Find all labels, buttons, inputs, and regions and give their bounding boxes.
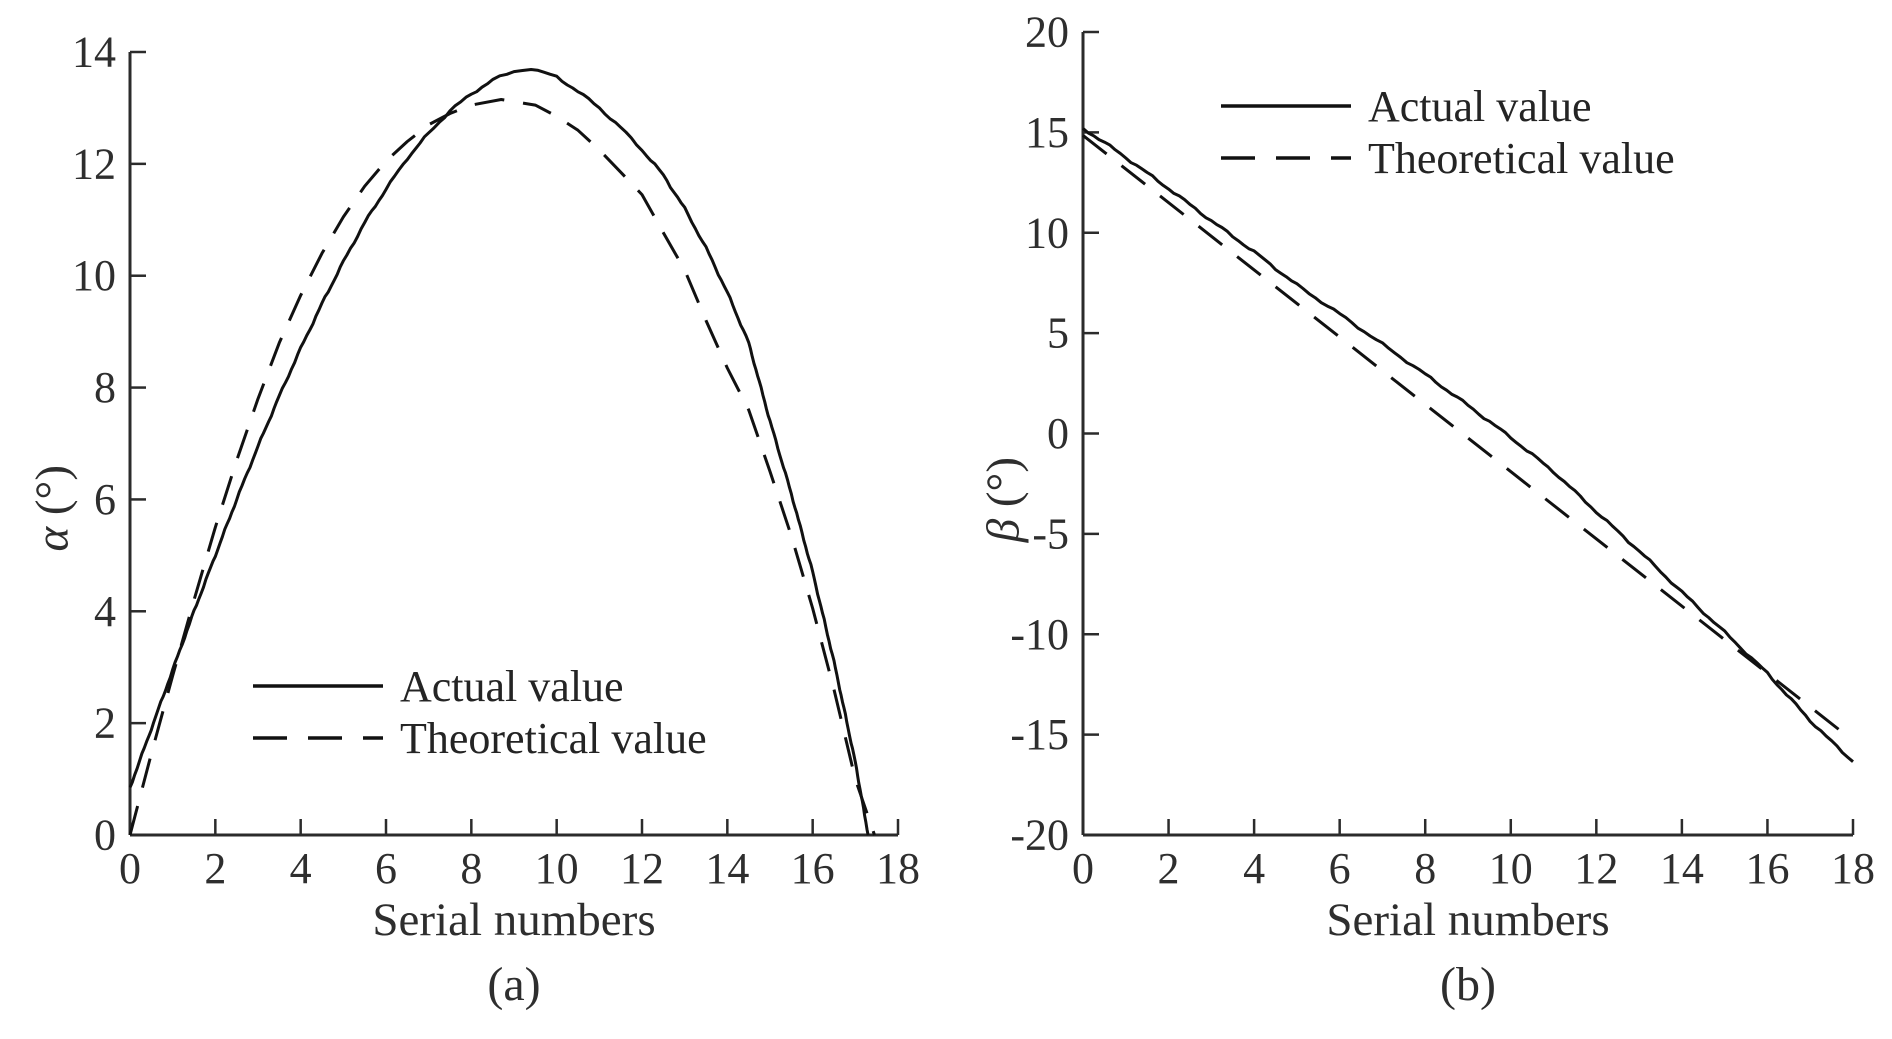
legend-item-theoretical: Theoretical value [1220, 132, 1675, 184]
y-tick-label: -10 [1010, 610, 1069, 659]
x-tick-label: 10 [535, 844, 579, 893]
curve-actual [128, 68, 870, 836]
legend-label-actual: Actual value [1368, 81, 1592, 131]
alpha-symbol: α [26, 526, 79, 552]
y-axis-label-alpha: α (°) [25, 465, 79, 552]
x-tick-label: 18 [876, 844, 920, 893]
x-tick-label: 12 [620, 844, 664, 893]
y-tick-label: 0 [1047, 409, 1069, 458]
panel-caption-b: (b) [1440, 958, 1496, 1011]
y-tick-label: 14 [72, 28, 116, 77]
y-tick-label: 10 [1025, 208, 1069, 257]
y-tick-label: 4 [94, 587, 116, 636]
legend-item-actual: Actual value [252, 660, 707, 712]
x-tick-label: 14 [1660, 844, 1704, 893]
legend-solid-line-icon [253, 684, 383, 688]
y-tick-label: 20 [1025, 8, 1069, 57]
x-tick-label: 8 [460, 844, 482, 893]
curve-theoretical [1082, 134, 1854, 742]
x-tick-label: 10 [1489, 844, 1533, 893]
curve-theoretical [128, 98, 876, 836]
x-tick-label: 2 [204, 844, 226, 893]
legend-dashed-line-icon [253, 736, 383, 740]
y-tick-label: 12 [72, 139, 116, 188]
y-tick-label: 8 [94, 363, 116, 412]
legend-panel-b: Actual value Theoretical value [1220, 80, 1675, 184]
x-tick-label: 0 [119, 844, 141, 893]
beta-unit: (°) [977, 457, 1030, 519]
x-tick-label: 6 [1329, 844, 1351, 893]
y-tick-label: 2 [94, 699, 116, 748]
x-tick-label: 6 [375, 844, 397, 893]
legend-item-theoretical: Theoretical value [252, 712, 707, 764]
y-tick-label: 15 [1025, 108, 1069, 157]
legend-item-actual: Actual value [1220, 80, 1675, 132]
x-tick-label: 12 [1574, 844, 1618, 893]
legend-label-actual: Actual value [400, 661, 624, 711]
x-tick-label: 8 [1414, 844, 1436, 893]
beta-symbol: β [977, 518, 1030, 543]
x-tick-label: 16 [1745, 844, 1789, 893]
legend-label-theoretical: Theoretical value [1368, 133, 1675, 183]
y-axis-label-beta: β (°) [977, 457, 1031, 542]
alpha-unit: (°) [26, 465, 79, 527]
y-tick-label: 5 [1047, 309, 1069, 358]
y-tick-label: -5 [1032, 509, 1069, 558]
x-axis-label-b: Serial numbers [1326, 894, 1610, 946]
x-tick-label: 16 [791, 844, 835, 893]
x-tick-label: 14 [705, 844, 749, 893]
x-tick-label: 0 [1072, 844, 1094, 893]
x-axis-label-a: Serial numbers [372, 894, 656, 946]
legend-dashed-line-icon [1221, 156, 1351, 160]
x-tick-label: 4 [290, 844, 312, 893]
y-tick-label: -20 [1010, 811, 1069, 860]
legend-solid-line-icon [1221, 104, 1351, 108]
curve-actual [1082, 127, 1854, 763]
x-tick-label: 2 [1158, 844, 1180, 893]
y-tick-label: 10 [72, 251, 116, 300]
legend-panel-a: Actual value Theoretical value [252, 660, 707, 764]
y-tick-label: 6 [94, 475, 116, 524]
x-tick-label: 4 [1243, 844, 1265, 893]
legend-label-theoretical: Theoretical value [400, 713, 707, 763]
x-tick-label: 18 [1831, 844, 1875, 893]
panel-caption-a: (a) [487, 958, 541, 1011]
y-tick-label: -15 [1010, 710, 1069, 759]
y-tick-label: 0 [94, 811, 116, 860]
